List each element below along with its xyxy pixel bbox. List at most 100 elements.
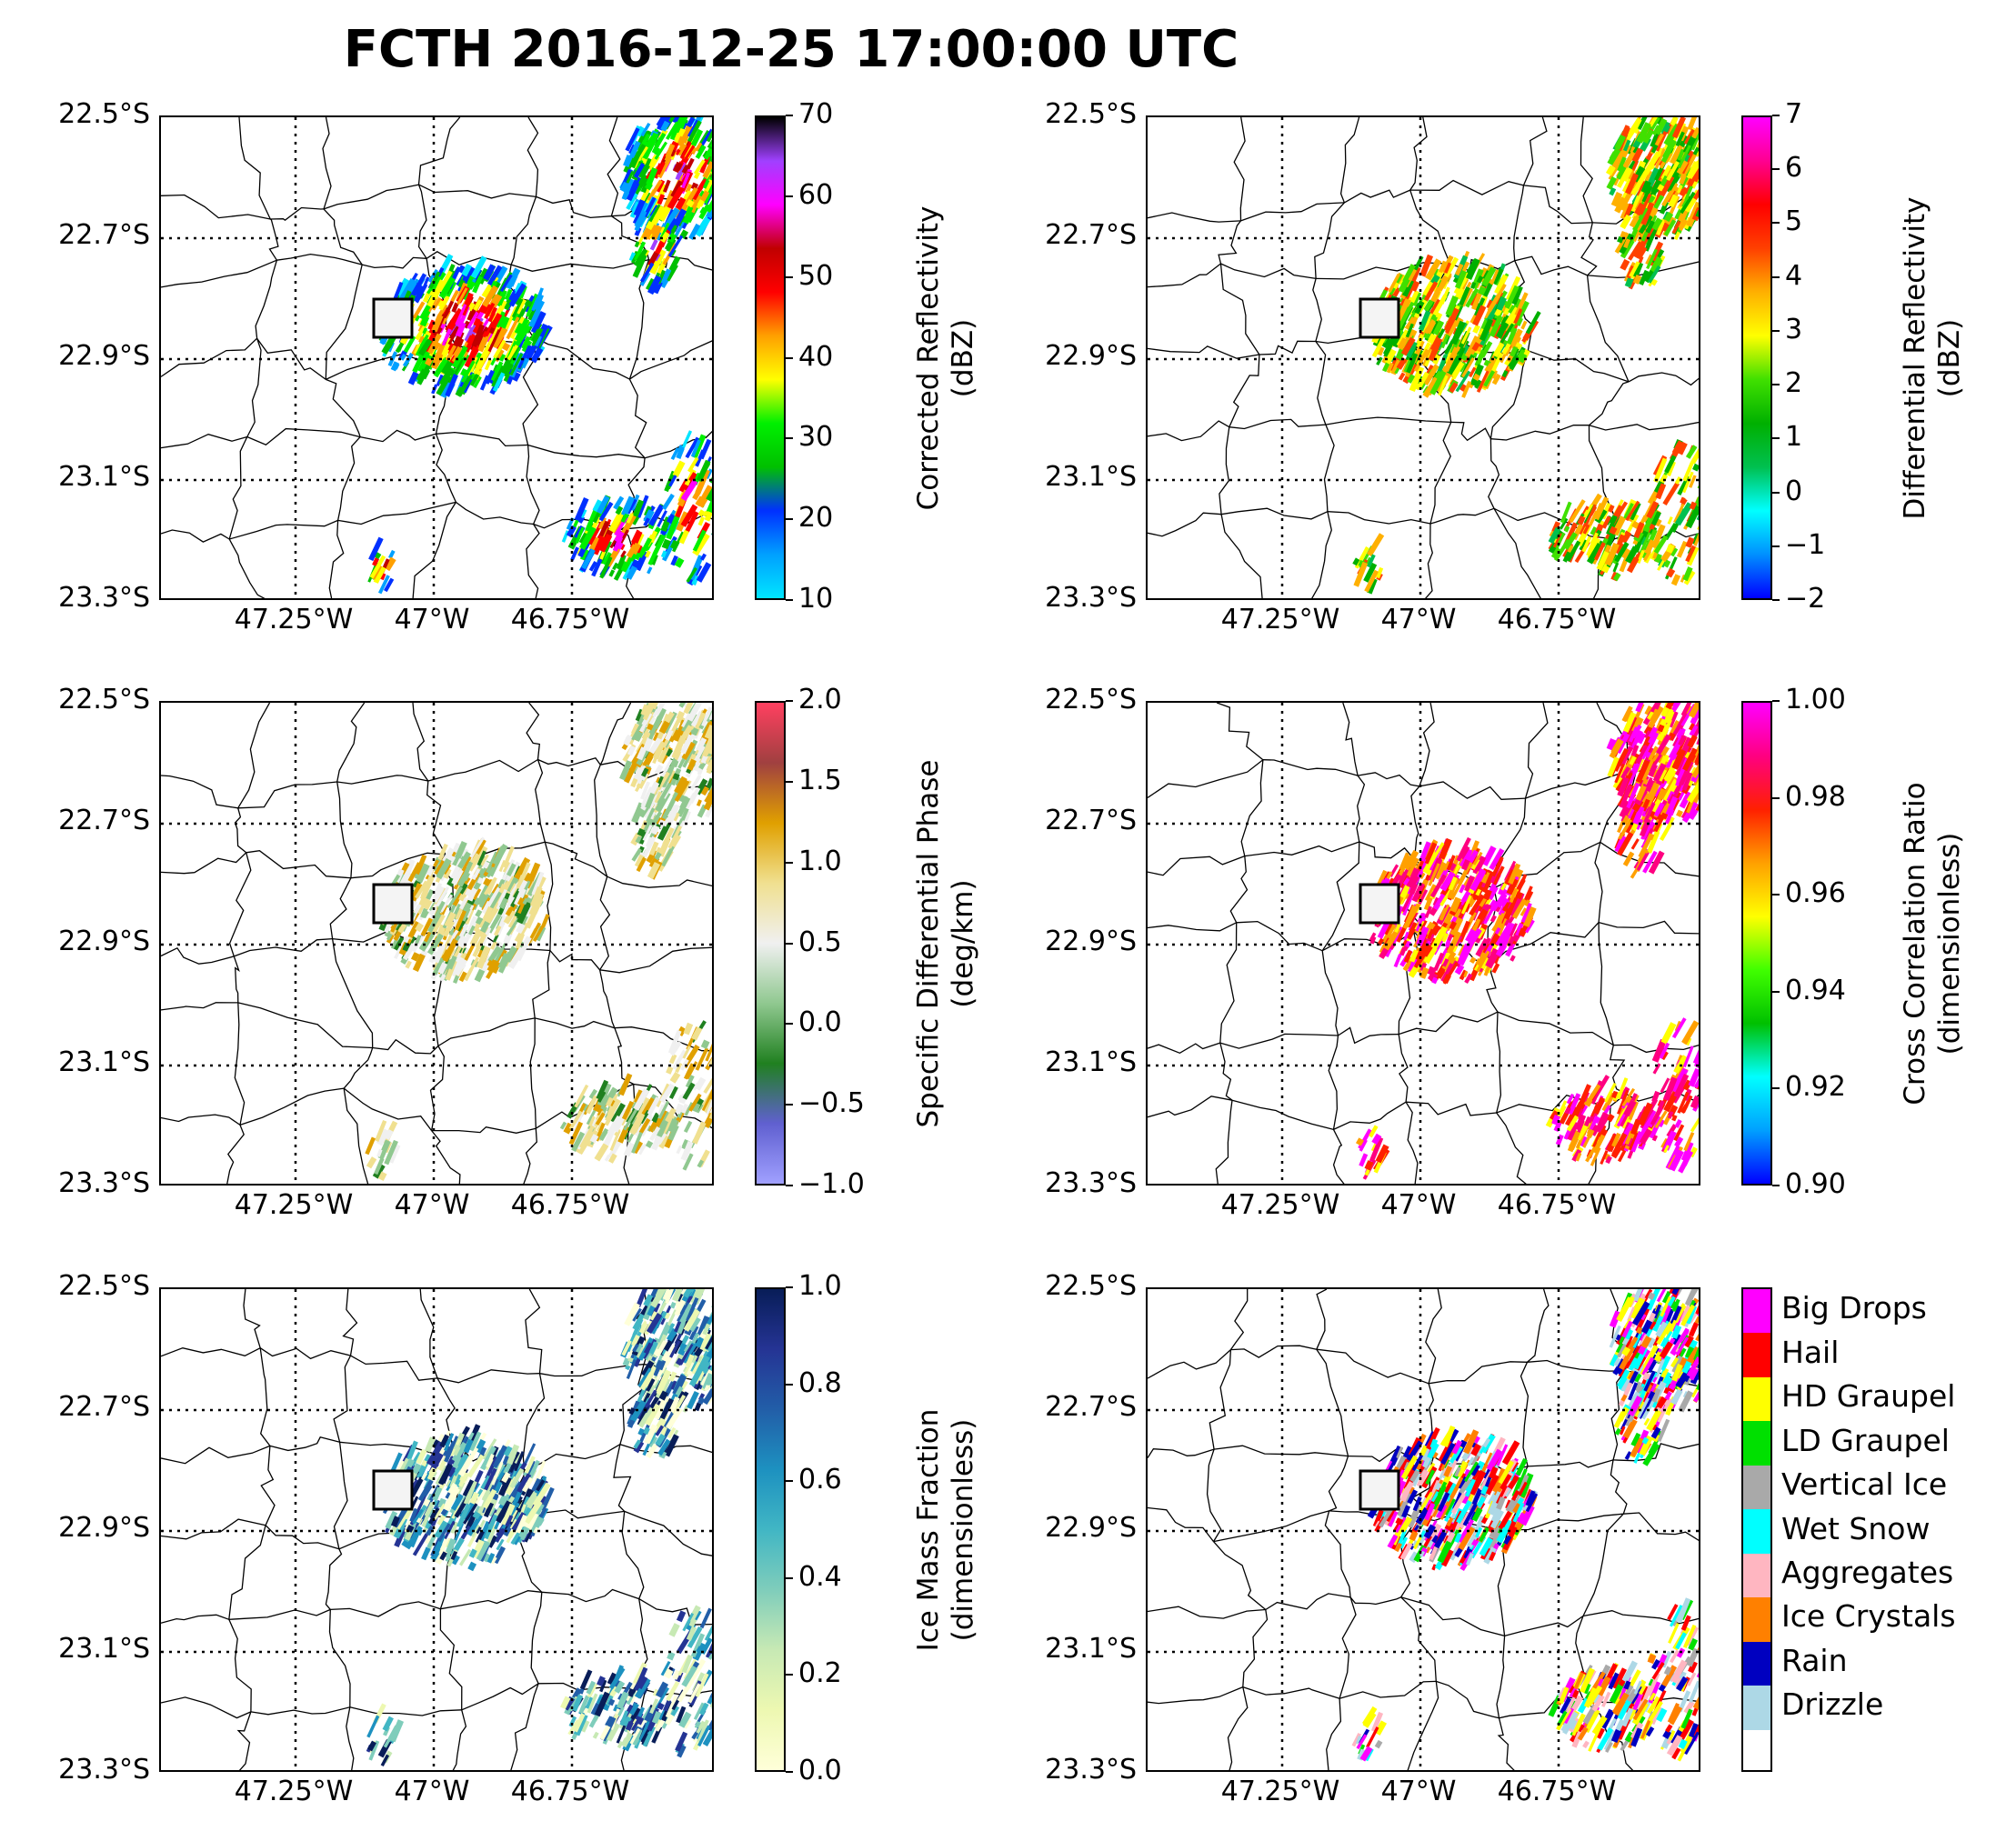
colorbar-tick-label: 5 xyxy=(1785,205,1803,238)
graticule xyxy=(1148,1289,1699,1770)
colorbar-tick-mark xyxy=(786,861,793,864)
colorbar-tick-mark xyxy=(786,1185,793,1186)
colorbar-label-quantity: Ice Mass Fraction xyxy=(912,1408,945,1651)
legend-swatch xyxy=(1743,1509,1770,1554)
lat-tick-label: 22.7°S xyxy=(58,1391,150,1423)
map-zdr xyxy=(1146,115,1700,600)
colorbar-tick-mark xyxy=(1772,275,1780,278)
radar-site-marker xyxy=(372,1469,414,1511)
lon-tick-label: 47°W xyxy=(394,604,470,635)
lon-tick-label: 46.75°W xyxy=(1497,604,1617,635)
colorbar-tick-label: 0.98 xyxy=(1785,780,1846,813)
colorbar-tick-label: −2 xyxy=(1785,583,1826,615)
colorbar-tick-mark xyxy=(1772,115,1780,116)
colorbar-tick-mark xyxy=(786,1480,793,1483)
radar-site-marker xyxy=(1359,297,1400,339)
colorbar-tick-mark xyxy=(786,437,793,440)
legend-label: Wet Snow xyxy=(1781,1510,1931,1546)
colorbar-tick-mark xyxy=(1772,599,1780,601)
graticule xyxy=(1148,117,1699,598)
map-canvas xyxy=(161,1289,712,1770)
colorbar-tick-label: 0.0 xyxy=(798,1006,842,1039)
colorbar-tick-mark xyxy=(1772,222,1780,225)
legend-label: Vertical Ice xyxy=(1781,1466,1948,1503)
colorbar-tick-mark xyxy=(1772,700,1780,702)
legend-swatch xyxy=(1743,1421,1770,1466)
lon-tick-label: 46.75°W xyxy=(510,1776,630,1807)
colorbar-tick-mark xyxy=(786,115,793,116)
colorbar-tick-label: 6 xyxy=(1785,152,1803,185)
colorbar-kdp xyxy=(755,701,786,1186)
colorbar-tick-mark xyxy=(786,1104,793,1106)
lat-tick-label: 22.7°S xyxy=(1045,219,1137,251)
lat-tick-label: 23.1°S xyxy=(1045,1046,1137,1078)
legend-swatch xyxy=(1743,1553,1770,1598)
radar-site-marker xyxy=(1359,883,1400,925)
colorbar-zdr xyxy=(1741,115,1772,600)
colorbar-tick-label: 0.96 xyxy=(1785,877,1846,910)
map-canvas xyxy=(1148,703,1699,1184)
lat-tick-label: 22.7°S xyxy=(1045,805,1137,836)
lon-tick-label: 46.75°W xyxy=(510,1189,630,1221)
map-refl xyxy=(159,115,714,600)
lat-tick-label: 22.5°S xyxy=(58,98,150,130)
map-frame xyxy=(159,1287,714,1772)
colorbar-tick-label: 70 xyxy=(798,98,834,130)
lon-tick-label: 47°W xyxy=(1380,1189,1457,1221)
legend-swatch xyxy=(1743,1333,1770,1377)
colorbar-tick-label: 20 xyxy=(798,502,834,535)
lat-tick-label: 23.3°S xyxy=(1045,582,1137,614)
lat-tick-label: 22.9°S xyxy=(1045,1512,1137,1544)
colorbar-tick-mark xyxy=(1772,1087,1780,1090)
lon-tick-label: 47.25°W xyxy=(234,604,354,635)
colorbar-tick-mark xyxy=(786,1771,793,1773)
colorbar-tick-label: −0.5 xyxy=(798,1087,865,1120)
lat-tick-label: 22.7°S xyxy=(1045,1391,1137,1423)
colorbar-tick-label: 3 xyxy=(1785,313,1803,345)
lat-tick-label: 23.1°S xyxy=(1045,461,1137,493)
legend-label: LD Graupel xyxy=(1781,1422,1950,1458)
colorbar-tick-mark xyxy=(786,1023,793,1026)
colorbar-tick-label: 0 xyxy=(1785,475,1803,507)
colorbar-tick-mark xyxy=(786,195,793,197)
colorbar-tick-mark xyxy=(786,1576,793,1579)
colorbar-tick-label: 40 xyxy=(798,340,834,373)
colorbar-tick-mark xyxy=(786,518,793,521)
lon-tick-label: 46.75°W xyxy=(510,604,630,635)
radar-echoes xyxy=(367,117,712,595)
colorbar-tick-label: 1.0 xyxy=(798,845,842,877)
map-kdp xyxy=(159,701,714,1186)
map-canvas xyxy=(1148,1289,1699,1770)
lon-tick-label: 47°W xyxy=(1380,1776,1457,1807)
radar-echoes xyxy=(1352,117,1699,595)
colorbar-tick-mark xyxy=(786,599,793,601)
legend-swatch xyxy=(1743,1729,1770,1770)
colorbar-tick-mark xyxy=(1772,168,1780,171)
map-rhohv xyxy=(1146,701,1700,1186)
colorbar-tick-mark xyxy=(786,700,793,702)
lon-tick-label: 47°W xyxy=(394,1189,470,1221)
colorbar-tick-label: −1 xyxy=(1785,528,1826,561)
lat-tick-label: 23.3°S xyxy=(1045,1754,1137,1786)
colorbar-tick-mark xyxy=(1772,1185,1780,1186)
colorbar-tick-label: 0.8 xyxy=(798,1366,842,1399)
colorbar-tick-label: 30 xyxy=(798,421,834,454)
legend-swatch xyxy=(1743,1597,1770,1642)
colorbar-tick-label: 1.5 xyxy=(798,764,842,796)
map-frame xyxy=(1146,1287,1700,1772)
colorbar-tick-label: 1.00 xyxy=(1785,684,1846,715)
colorbar-label-units: (deg/km) xyxy=(947,878,979,1008)
colorbar-tick-mark xyxy=(786,942,793,945)
map-canvas xyxy=(161,117,712,598)
lat-tick-label: 23.1°S xyxy=(58,1046,150,1078)
colorbar-label-units: (dBZ) xyxy=(1933,318,1966,397)
map-frame xyxy=(159,115,714,600)
legend-swatch xyxy=(1743,1686,1770,1730)
colorbar-tick-label: 1 xyxy=(1785,421,1803,454)
colorbar-tick-mark xyxy=(1772,384,1780,386)
lon-tick-label: 47°W xyxy=(1380,604,1457,635)
lon-tick-label: 47.25°W xyxy=(1220,1776,1340,1807)
lon-tick-label: 46.75°W xyxy=(1497,1189,1617,1221)
colorbar-label-quantity: Cross Correlation Ratio xyxy=(1899,781,1931,1106)
legend-label: HD Graupel xyxy=(1781,1378,1956,1415)
